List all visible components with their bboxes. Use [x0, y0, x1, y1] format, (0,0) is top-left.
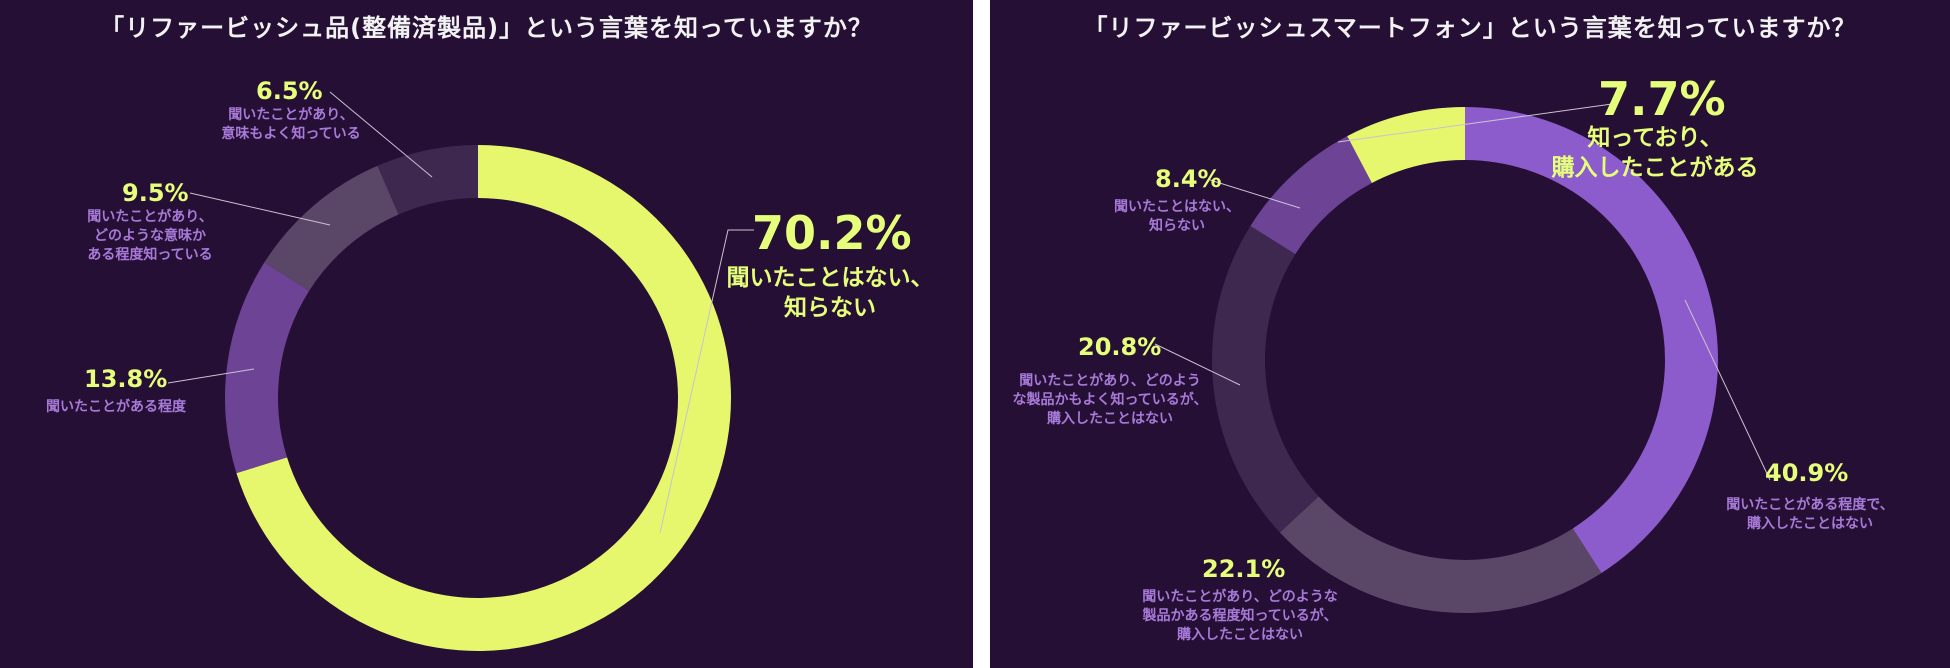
slice-pct-label: 6.5% — [256, 77, 323, 105]
leader-line — [189, 192, 331, 226]
slice-pct-label: 13.8% — [84, 365, 168, 393]
chart-panel-refurbished-products: 「リファービッシュ品(整備済製品)」という言葉を知っていますか？ 70.2% 聞… — [0, 0, 973, 668]
leader-line — [167, 368, 255, 384]
slice-desc-label: 聞いたことがあり、どのような 製品かある程度知っているが、 購入したことはない — [1142, 589, 1338, 643]
donut-chart — [167, 91, 754, 651]
donut-slice — [1279, 496, 1602, 614]
slice-pct-label: 20.8% — [1078, 333, 1162, 361]
slice-desc-label: 聞いたことがあり、 意味もよく知っている — [221, 107, 361, 142]
leader-line — [1209, 179, 1301, 209]
leader-line — [659, 229, 754, 534]
slice-desc-label: 聞いたことはない、 知らない — [1114, 199, 1240, 234]
slice-desc-label: 知っており、 購入したことがある — [1551, 125, 1759, 181]
leader-line — [329, 91, 433, 178]
donut-slice — [1212, 225, 1319, 533]
donut-slice — [1250, 136, 1372, 255]
donut-slice — [1465, 107, 1719, 574]
leader-line — [1154, 343, 1241, 386]
slice-desc-label: 聞いたことはない、 知らない — [726, 265, 934, 321]
donut-slice — [1347, 107, 1465, 183]
slice-desc-label: 聞いたことがある程度 — [46, 399, 186, 415]
leader-line — [1684, 299, 1771, 481]
chart-title: 「リファービッシュスマートフォン」という言葉を知っていますか？ — [1083, 14, 1857, 42]
slice-desc-label: 聞いたことがあり、 どのような意味か ある程度知っている — [87, 209, 213, 263]
slice-pct-label: 40.9% — [1765, 459, 1849, 487]
leader-line — [1337, 103, 1613, 143]
slice-pct-label: 22.1% — [1202, 555, 1286, 583]
donut-chart — [1154, 103, 1771, 614]
slice-desc-label: 聞いたことがあり、どのよう な製品かもよく知っているが、 購入したことはない — [1012, 373, 1208, 427]
slice-pct-label: 8.4% — [1155, 165, 1222, 193]
slice-desc-label: 聞いたことがある程度で、 購入したことはない — [1726, 497, 1894, 532]
slice-pct-label: 9.5% — [122, 179, 189, 207]
slice-pct-label: 70.2% — [752, 206, 912, 260]
donut-slice — [377, 145, 478, 215]
donut-slice — [264, 165, 399, 291]
chart-panel-refurbished-smartphones: 「リファービッシュスマートフォン」という言葉を知っていますか？ 40.9% 聞い… — [990, 0, 1950, 668]
chart-title: 「リファービッシュ品(整備済製品)」という言葉を知っていますか？ — [100, 14, 873, 42]
donut-slice — [225, 262, 310, 474]
slice-pct-label: 7.7% — [1598, 72, 1726, 126]
